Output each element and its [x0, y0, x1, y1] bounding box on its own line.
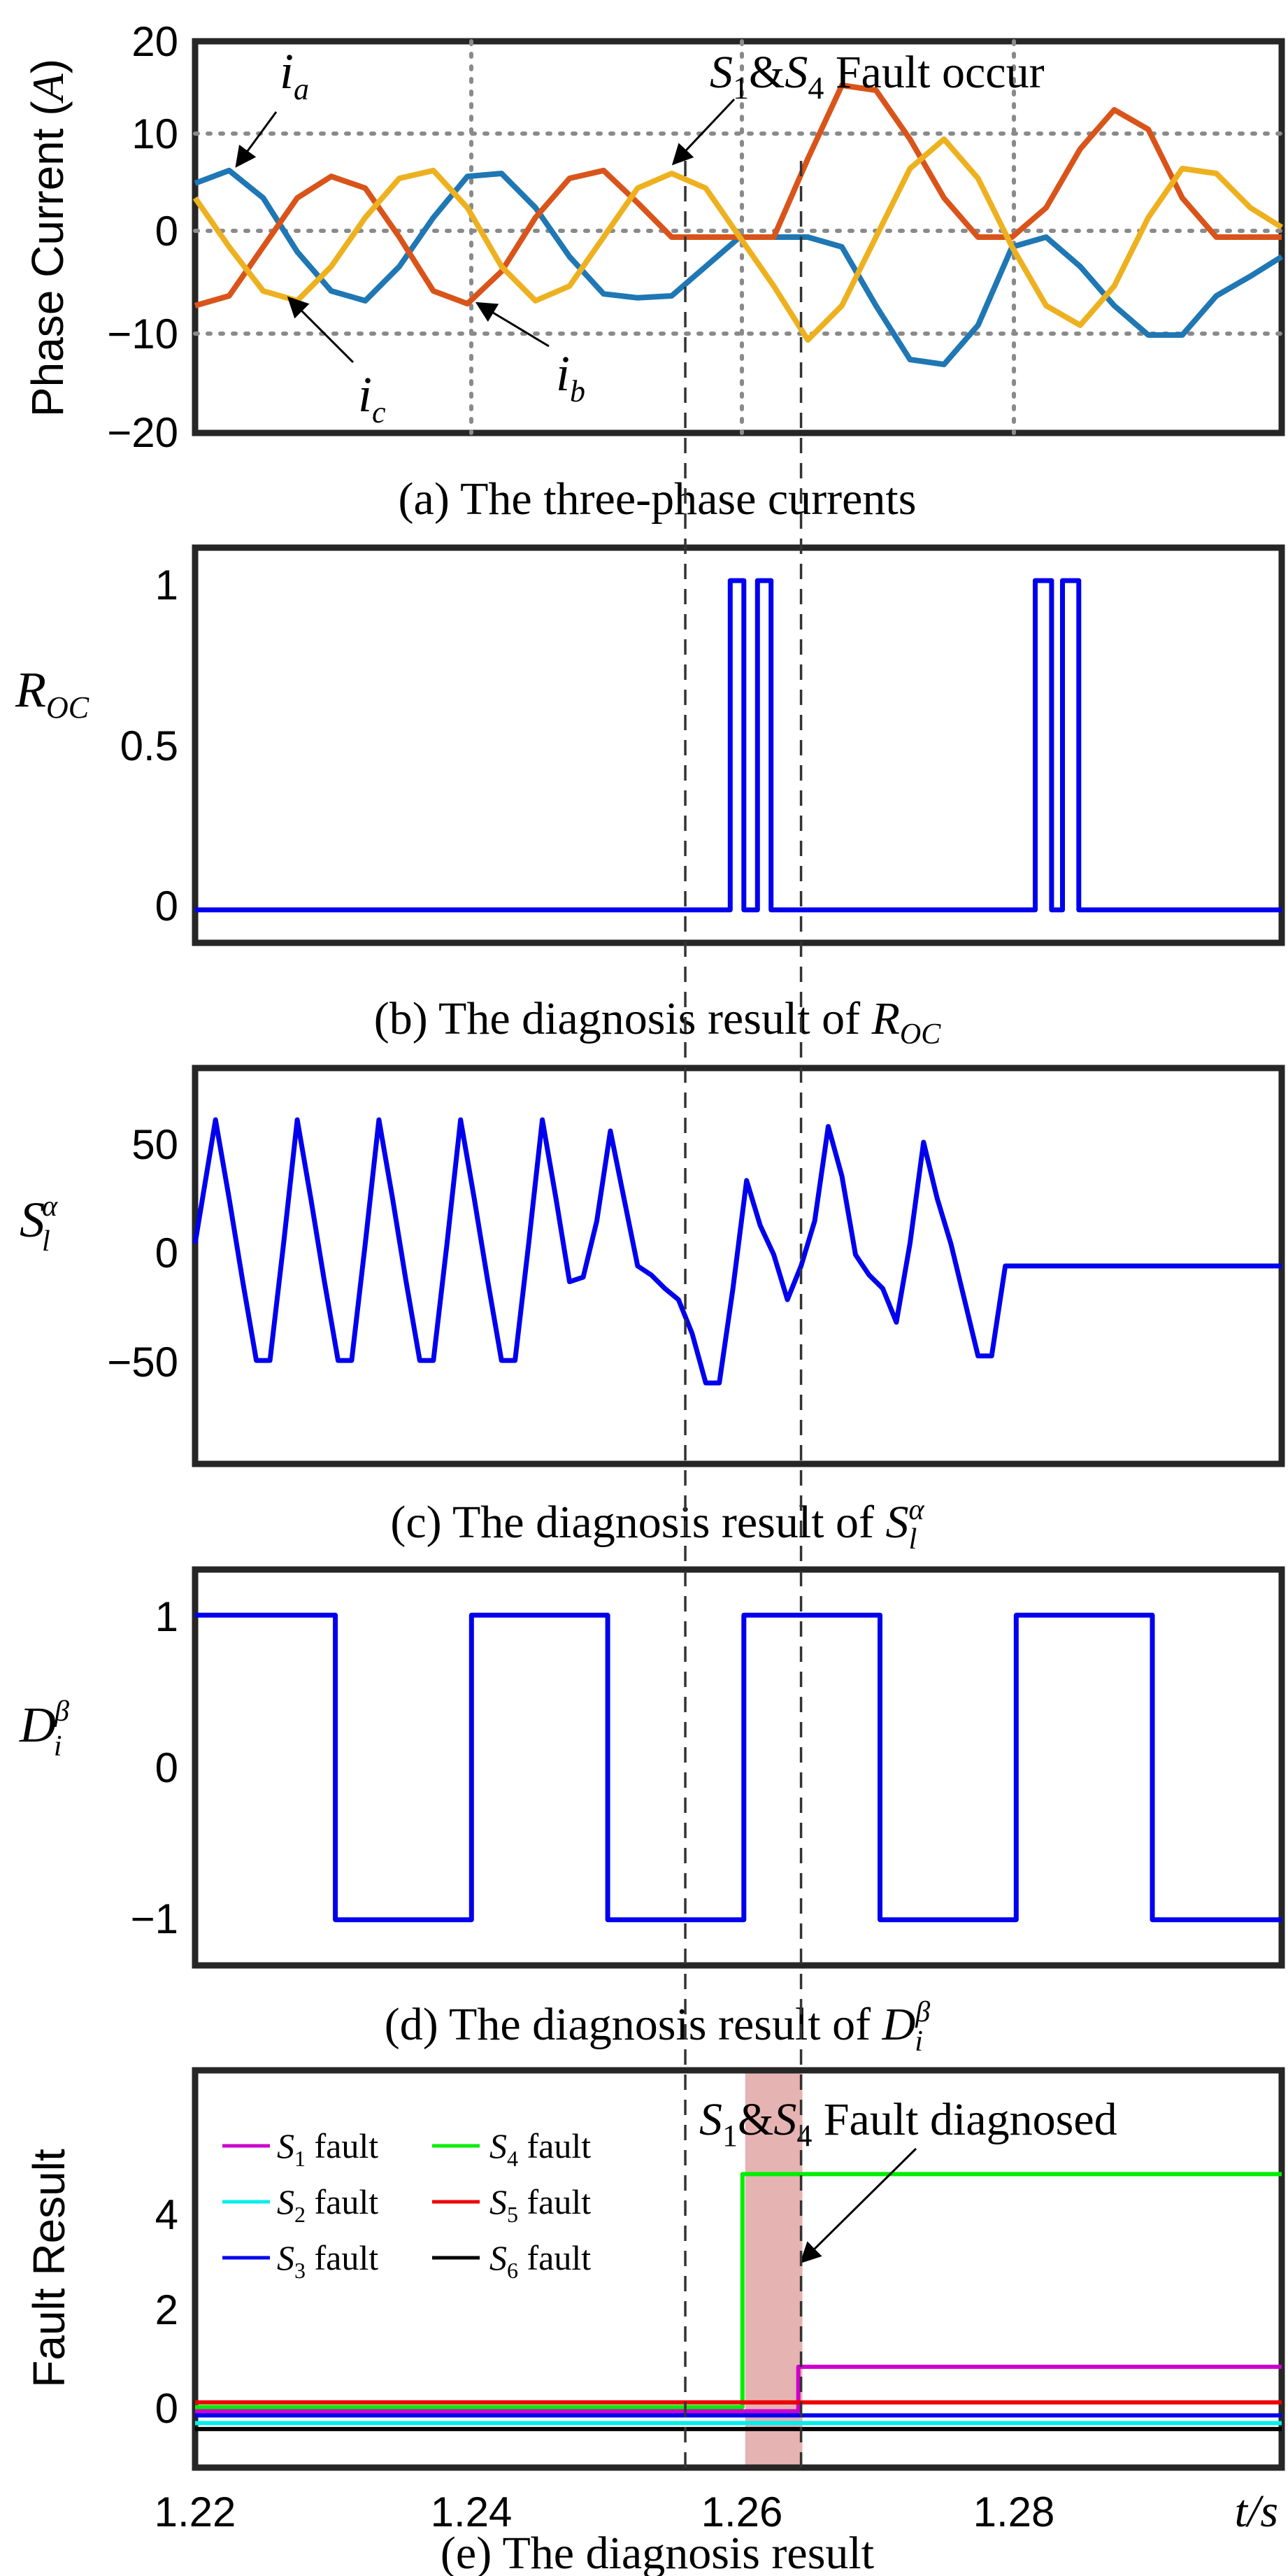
- ytick-e-1: 2: [155, 2286, 178, 2333]
- ytick-a-4: −20: [107, 409, 178, 456]
- series-c-s-l-alpha: [192, 1117, 1282, 1386]
- series-e-s1-fault: [195, 2364, 1282, 2414]
- series-c: [192, 1117, 1282, 1386]
- label-fault-diagnosed: S1&S4 Fault diagnosed: [699, 2094, 1117, 2153]
- label-ic: ic: [358, 367, 386, 429]
- ytick-b-2: 0: [155, 883, 178, 930]
- arrow-ic: [287, 296, 355, 364]
- series-a: [192, 83, 1284, 367]
- panel-b: 1 0.5 0 ROC (b) The diagnosis result of …: [15, 544, 1285, 1051]
- panel-a: 20 10 0 −10 −20 Phase Current (A) ia ic …: [22, 18, 1285, 525]
- series-b-r-oc: [195, 578, 1282, 913]
- ytick-c-1: 0: [155, 1230, 178, 1276]
- series-e-s4-fault: [195, 2172, 1282, 2410]
- yticks-d: 1 0 −1: [131, 1593, 178, 1942]
- ytick-b-0: 1: [155, 562, 178, 609]
- arrow-ia: [235, 111, 278, 168]
- ylabel-e: Fault Result: [24, 2149, 74, 2388]
- ytick-e-2: 0: [155, 2385, 178, 2432]
- caption-a: (a) The three-phase currents: [399, 474, 917, 525]
- ylabel-d: Dβ i: [19, 1695, 69, 1763]
- axes-box-b: [192, 544, 1285, 946]
- yticks-a: 20 10 0 −10 −20: [107, 18, 178, 456]
- ytick-b-1: 0.5: [120, 723, 178, 769]
- caption-d: (d) The diagnosis result of Dβ i: [385, 1996, 931, 2058]
- ytick-a-1: 10: [131, 111, 178, 157]
- panel-e: 4 2 0 Fault Result S1 fault S2 fault S3 …: [24, 2067, 1285, 2576]
- axes-box-e: [192, 2067, 1285, 2471]
- arrow-fault-diagnosed: [799, 2147, 917, 2264]
- legend-label-s6: S6 fault: [489, 2238, 591, 2283]
- ytick-c-0: 50: [131, 1121, 178, 1168]
- legend-label-s2: S2 fault: [277, 2182, 378, 2227]
- panel-c: 50 0 −50 Sα l (c) The diagnosis result of…: [20, 1065, 1285, 1556]
- series-e: [195, 2172, 1282, 2431]
- xlabel: t/s: [1235, 2486, 1278, 2537]
- ytick-d-0: 1: [155, 1593, 178, 1640]
- label-fault-occur: S1&S4 Fault occur: [710, 47, 1045, 106]
- ytick-c-2: −50: [107, 1339, 178, 1386]
- caption-e: (e) The diagnosis result: [441, 2528, 874, 2576]
- ytick-d-1: 0: [155, 1744, 178, 1791]
- ylabel-c: Sα l: [20, 1190, 58, 1258]
- legend-e: S1 fault S2 fault S3 fault S4 fault S5 f…: [222, 2126, 591, 2283]
- grid-a: [193, 39, 1284, 435]
- xtick-e-2: 1.26: [701, 2489, 783, 2535]
- arrow-fault-occur: [671, 98, 736, 166]
- caption-b: (b) The diagnosis result of ROC: [374, 993, 941, 1051]
- ylabel-b: ROC: [15, 662, 90, 725]
- legend-label-s3: S3 fault: [277, 2238, 378, 2283]
- yticks-c: 50 0 −50: [107, 1121, 178, 1386]
- yticks-e: 4 2 0: [155, 2191, 178, 2432]
- ytick-a-0: 20: [131, 18, 178, 65]
- ylabel-a: Phase Current (A): [22, 59, 73, 417]
- ytick-d-2: −1: [131, 1895, 178, 1942]
- series-d: [195, 1612, 1282, 1923]
- legend-label-s5: S5 fault: [489, 2182, 591, 2227]
- series-b: [195, 578, 1282, 913]
- ytick-a-2: 0: [155, 208, 178, 255]
- annotations-a: ia ic ib S1&S4 Fault occur: [235, 43, 1045, 429]
- ytick-a-3: −10: [107, 311, 178, 357]
- legend-label-s1: S1 fault: [277, 2126, 378, 2171]
- label-ib: ib: [556, 346, 585, 408]
- series-d-d-i-beta: [195, 1612, 1282, 1923]
- xtick-e-3: 1.28: [973, 2489, 1055, 2535]
- label-ia: ia: [280, 43, 309, 106]
- ytick-e-0: 4: [155, 2191, 178, 2238]
- arrow-ib: [475, 301, 550, 348]
- xtick-e-0: 1.22: [155, 2489, 236, 2535]
- yticks-b: 1 0.5 0: [120, 562, 178, 930]
- xtick-e-1: 1.24: [431, 2489, 513, 2535]
- axes-box-d: [192, 1566, 1285, 1969]
- legend-label-s4: S4 fault: [489, 2126, 591, 2171]
- xticks-e: 1.22 1.24 1.26 1.28: [155, 2489, 1055, 2535]
- caption-c: (c) The diagnosis result of Sα l: [390, 1494, 924, 1556]
- panel-d: 1 0 −1 Dβ i (d) The diagnosis result of D…: [19, 1566, 1285, 2058]
- series-a-i-c: [192, 136, 1284, 343]
